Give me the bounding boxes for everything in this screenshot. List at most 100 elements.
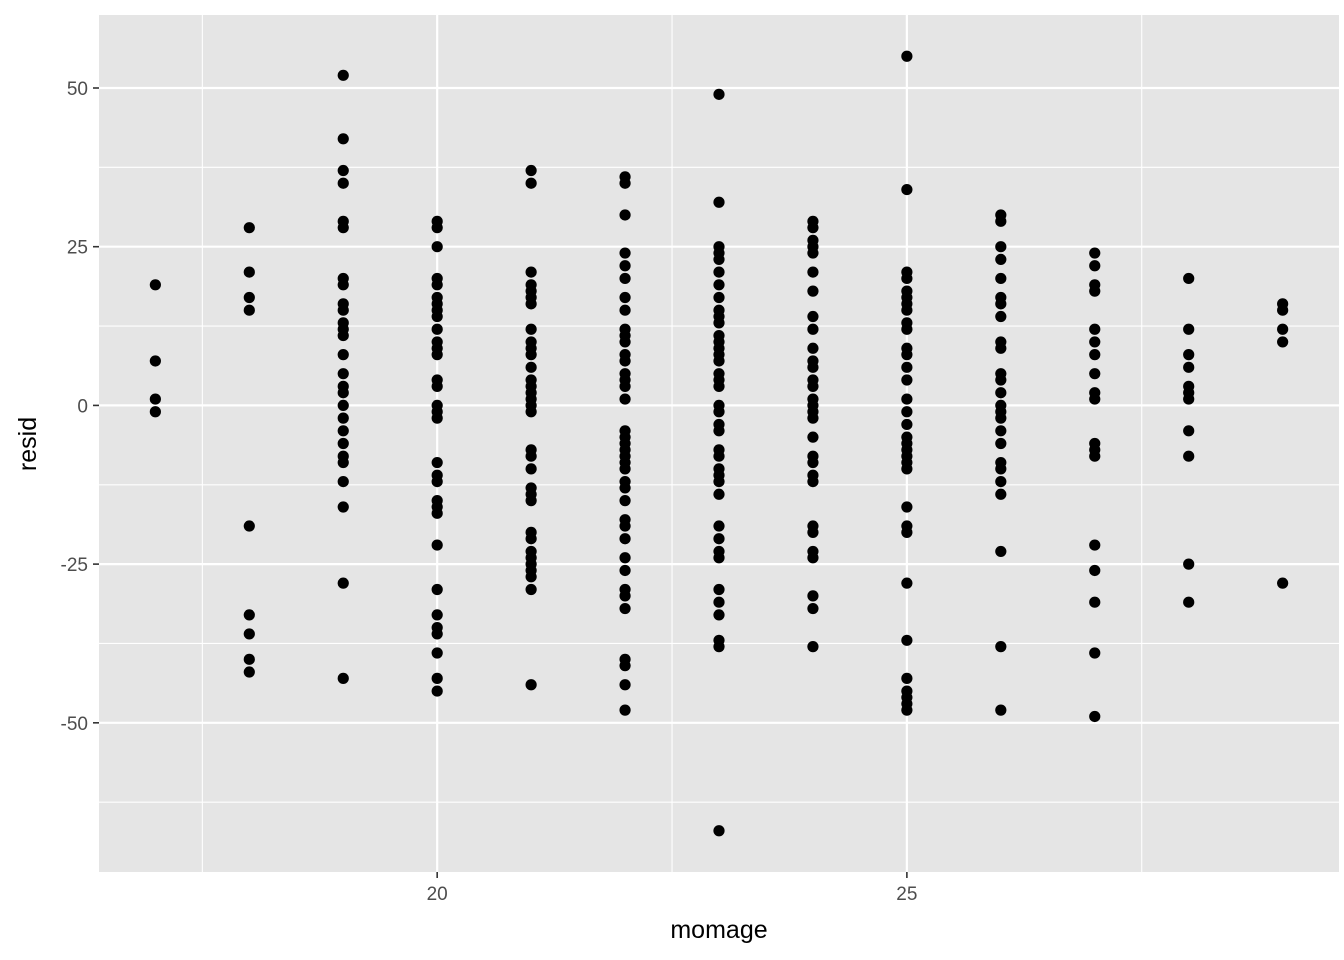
data-point (995, 253, 1007, 266)
data-point (337, 164, 349, 177)
data-point (525, 679, 537, 691)
data-point (525, 323, 537, 335)
data-point (807, 342, 819, 354)
data-point (713, 406, 725, 418)
y-tick-label: -50 (61, 714, 88, 735)
y-axis-ticks: -50 -25 0 25 50 (61, 79, 99, 735)
data-point (525, 495, 537, 507)
data-point (525, 298, 537, 310)
data-point (995, 704, 1007, 716)
data-point (807, 285, 819, 297)
data-point (431, 539, 443, 551)
data-point (901, 634, 913, 646)
data-point (1183, 393, 1195, 405)
data-point (525, 177, 537, 189)
data-point (337, 577, 349, 589)
data-point (1089, 539, 1101, 551)
data-point (995, 437, 1007, 450)
data-point (431, 323, 443, 335)
data-point (713, 825, 725, 837)
data-point (995, 272, 1007, 285)
data-point (807, 456, 819, 469)
data-point (1089, 710, 1101, 723)
data-point (713, 355, 725, 367)
data-point (619, 260, 631, 272)
data-point (525, 349, 537, 361)
data-point (431, 672, 443, 684)
data-point (1277, 304, 1289, 316)
data-point (431, 380, 443, 392)
data-point (431, 412, 443, 424)
data-point (619, 393, 631, 405)
data-point (619, 495, 631, 507)
plot-panel (99, 15, 1339, 872)
data-point (807, 266, 819, 278)
data-point (713, 552, 725, 564)
data-point (337, 69, 349, 81)
data-point (431, 507, 443, 519)
data-point (525, 533, 537, 545)
data-point (619, 272, 631, 285)
y-tick-label: 0 (77, 396, 88, 417)
data-point (901, 183, 913, 196)
data-point (431, 349, 443, 361)
data-point (337, 387, 349, 399)
data-point (243, 304, 255, 316)
x-tick-label: 25 (896, 884, 917, 905)
data-point (807, 641, 819, 653)
data-point (995, 342, 1007, 354)
data-point (1277, 336, 1289, 348)
data-point (713, 291, 725, 304)
data-point (431, 583, 443, 596)
data-point (1277, 577, 1289, 589)
data-point (995, 298, 1007, 310)
data-point (713, 520, 725, 532)
data-point (337, 412, 349, 424)
data-point (337, 501, 349, 513)
data-point (901, 304, 913, 316)
data-point (713, 596, 725, 608)
data-point (1089, 260, 1101, 272)
data-point (713, 583, 725, 596)
data-point (1089, 247, 1101, 259)
data-point (619, 380, 631, 392)
data-points (149, 50, 1289, 837)
data-point (525, 463, 537, 475)
data-point (337, 177, 349, 189)
data-point (1183, 323, 1195, 335)
data-point (337, 329, 349, 342)
data-point (243, 653, 255, 665)
data-point (901, 526, 913, 538)
data-point (713, 380, 725, 392)
data-point (149, 279, 161, 291)
data-point (901, 577, 913, 589)
y-tick-label: 50 (67, 79, 88, 100)
data-point (337, 368, 349, 380)
data-point (431, 609, 443, 621)
data-point (337, 349, 349, 361)
data-point (337, 279, 349, 291)
data-point (1089, 393, 1101, 405)
data-point (431, 310, 443, 323)
data-point (713, 609, 725, 621)
data-point (1089, 596, 1101, 608)
data-point (713, 450, 725, 462)
data-point (713, 488, 725, 500)
data-point (1089, 564, 1101, 577)
data-point (807, 412, 819, 424)
data-point (995, 241, 1007, 253)
data-point (431, 647, 443, 659)
data-point (901, 272, 913, 285)
data-point (901, 393, 913, 405)
data-point (713, 253, 725, 266)
data-point (1089, 349, 1101, 361)
data-point (525, 406, 537, 418)
data-point (995, 641, 1007, 653)
data-point (431, 628, 443, 640)
data-point (995, 545, 1007, 558)
data-point (525, 361, 537, 373)
data-point (995, 215, 1007, 227)
data-point (619, 291, 631, 304)
data-point (995, 488, 1007, 500)
data-point (713, 266, 725, 278)
